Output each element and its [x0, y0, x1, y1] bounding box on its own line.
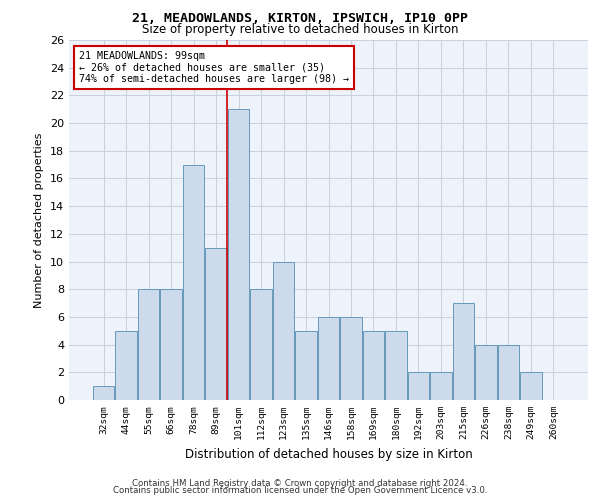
Bar	[92, 386, 115, 400]
Bar	[272, 262, 295, 400]
Bar	[227, 109, 250, 400]
X-axis label: Distribution of detached houses by size in Kirton: Distribution of detached houses by size …	[185, 448, 472, 460]
Bar	[182, 164, 205, 400]
Bar	[407, 372, 430, 400]
Bar	[115, 331, 137, 400]
Text: Contains public sector information licensed under the Open Government Licence v3: Contains public sector information licen…	[113, 486, 487, 495]
Text: Contains HM Land Registry data © Crown copyright and database right 2024.: Contains HM Land Registry data © Crown c…	[132, 478, 468, 488]
Bar	[317, 317, 340, 400]
Text: 21 MEADOWLANDS: 99sqm
← 26% of detached houses are smaller (35)
74% of semi-deta: 21 MEADOWLANDS: 99sqm ← 26% of detached …	[79, 51, 349, 84]
Bar	[205, 248, 227, 400]
Bar	[385, 331, 407, 400]
Bar	[137, 289, 160, 400]
Bar	[497, 344, 520, 400]
Bar	[362, 331, 385, 400]
Bar	[430, 372, 452, 400]
Bar	[250, 289, 272, 400]
Bar	[520, 372, 542, 400]
Bar	[160, 289, 182, 400]
Text: 21, MEADOWLANDS, KIRTON, IPSWICH, IP10 0PP: 21, MEADOWLANDS, KIRTON, IPSWICH, IP10 0…	[132, 12, 468, 26]
Bar	[452, 303, 475, 400]
Y-axis label: Number of detached properties: Number of detached properties	[34, 132, 44, 308]
Bar	[295, 331, 317, 400]
Text: Size of property relative to detached houses in Kirton: Size of property relative to detached ho…	[142, 22, 458, 36]
Bar	[475, 344, 497, 400]
Bar	[340, 317, 362, 400]
